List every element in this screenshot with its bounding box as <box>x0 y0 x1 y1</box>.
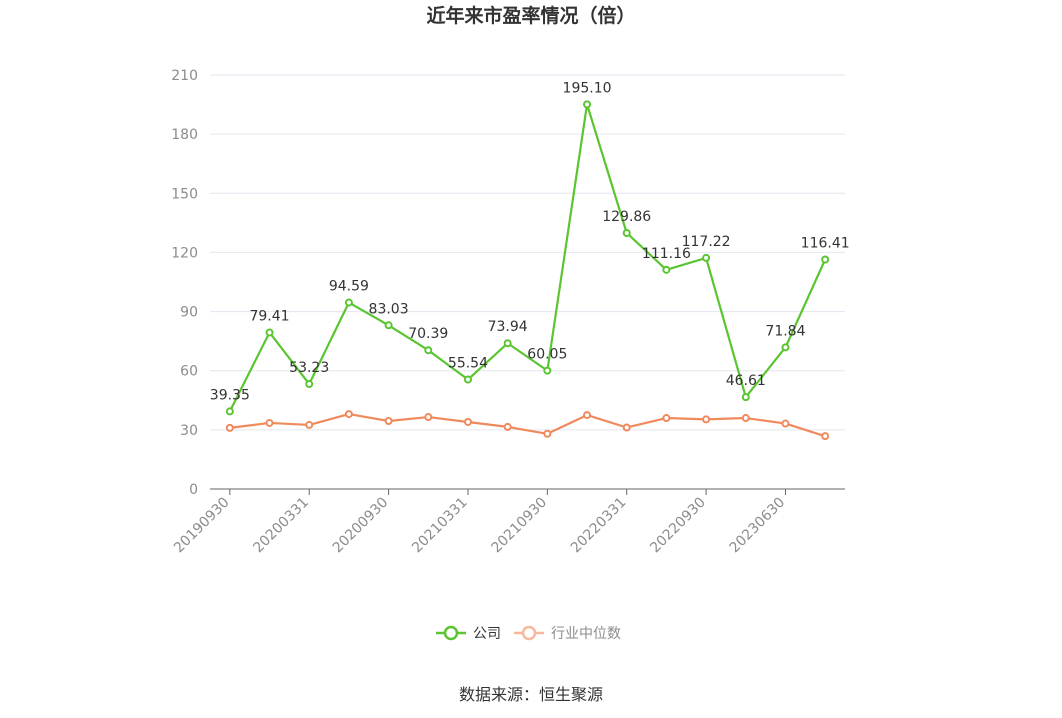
data-label: 55.54 <box>448 356 488 372</box>
y-tick-label: 30 <box>180 423 198 439</box>
y-tick-label: 120 <box>171 245 198 261</box>
series-point-1 <box>265 418 274 427</box>
y-tick-label: 0 <box>189 482 198 498</box>
x-tick-label: 20190930 <box>171 495 233 557</box>
data-label: 71.84 <box>765 323 805 339</box>
series-point-1 <box>583 411 592 420</box>
legend: 公司 行业中位数 <box>436 625 621 642</box>
data-label: 116.41 <box>801 236 850 252</box>
x-tick-label: 20220331 <box>568 495 630 557</box>
series-point-0 <box>463 375 472 384</box>
data-label: 46.61 <box>726 373 766 389</box>
y-tick-label: 150 <box>171 186 198 202</box>
series-point-0 <box>821 255 830 264</box>
series-point-0 <box>384 321 393 330</box>
series-point-0 <box>702 253 711 262</box>
series-point-1 <box>503 422 512 431</box>
data-label: 39.35 <box>210 387 250 403</box>
series-point-0 <box>662 265 671 274</box>
series-layer <box>225 100 830 441</box>
series-point-0 <box>622 228 631 237</box>
y-tick-label: 180 <box>171 127 198 143</box>
data-label: 94.59 <box>329 279 369 295</box>
data-label: 195.10 <box>563 80 612 96</box>
x-tick-label: 20210930 <box>488 495 550 557</box>
series-point-1 <box>781 419 790 428</box>
y-tick-label: 210 <box>171 68 198 84</box>
series-point-1 <box>622 423 631 432</box>
data-label: 129.86 <box>602 209 651 225</box>
series-point-1 <box>344 410 353 419</box>
series-point-1 <box>225 423 234 432</box>
x-tick-label: 20230630 <box>727 495 789 557</box>
series-point-0 <box>583 100 592 109</box>
series-point-1 <box>384 416 393 425</box>
series-point-1 <box>662 414 671 423</box>
series-point-1 <box>821 432 830 441</box>
legend-item-0[interactable]: 公司 <box>436 625 501 642</box>
series-point-0 <box>503 339 512 348</box>
series-point-0 <box>781 343 790 352</box>
x-tick-label: 20200331 <box>250 495 312 557</box>
series-point-1 <box>305 420 314 429</box>
legend-swatch-marker <box>443 625 459 641</box>
series-point-0 <box>265 328 274 337</box>
x-tick-label: 20220930 <box>647 495 709 557</box>
data-label: 70.39 <box>408 326 448 342</box>
data-source: 数据来源：恒生聚源 <box>459 685 603 704</box>
series-point-0 <box>543 366 552 375</box>
series-point-0 <box>424 346 433 355</box>
series-point-1 <box>543 429 552 438</box>
data-label: 79.41 <box>249 308 289 324</box>
legend-label: 公司 <box>473 626 501 642</box>
series-point-0 <box>344 298 353 307</box>
data-label: 111.16 <box>642 246 691 262</box>
legend-label: 行业中位数 <box>551 626 621 642</box>
legend-swatch-marker <box>521 625 537 641</box>
y-tick-label: 90 <box>180 305 198 321</box>
x-tick-label: 20210331 <box>409 495 471 557</box>
data-label: 53.23 <box>289 360 329 376</box>
series-point-1 <box>463 417 472 426</box>
series-point-1 <box>424 413 433 422</box>
data-label: 83.03 <box>369 301 409 317</box>
chart-title: 近年来市盈率情况（倍） <box>426 4 635 27</box>
x-tick-label: 20200930 <box>330 495 392 557</box>
y-tick-label: 60 <box>180 364 198 380</box>
series-point-0 <box>741 393 750 402</box>
series-point-1 <box>741 414 750 423</box>
data-label: 60.05 <box>527 347 567 363</box>
series-line-0 <box>228 103 827 412</box>
series-point-0 <box>305 380 314 389</box>
data-label: 73.94 <box>488 319 528 335</box>
series-point-0 <box>225 407 234 416</box>
series-line-1 <box>229 412 826 438</box>
legend-item-1[interactable]: 行业中位数 <box>514 625 621 642</box>
data-label: 117.22 <box>682 234 731 250</box>
series-point-1 <box>702 415 711 424</box>
